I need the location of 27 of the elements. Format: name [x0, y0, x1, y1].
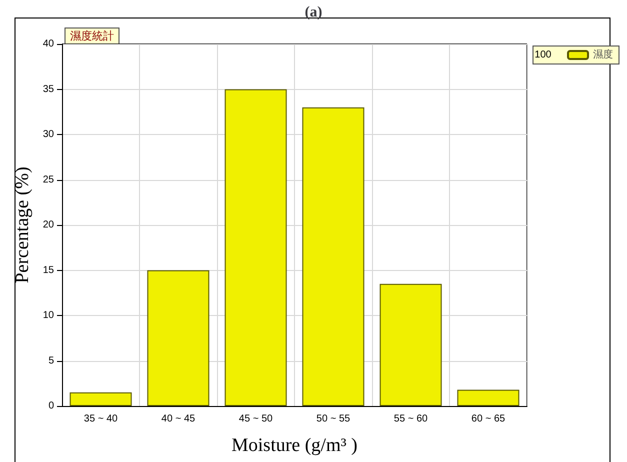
y-tick-label: 40	[42, 38, 54, 50]
y-tick-label: 10	[42, 310, 54, 321]
bar	[457, 390, 520, 406]
bar	[70, 392, 132, 406]
y-tick-label: 15	[42, 264, 54, 276]
x-tick-label: 60 ~ 65	[471, 414, 506, 424]
y-tick-label: 5	[48, 355, 54, 366]
legend-label: 濕度	[593, 48, 613, 60]
x-tick-label: 50 ~ 55	[316, 414, 351, 424]
x-axis-title: Moisture (g/m³ )	[231, 435, 358, 456]
x-tick-label: 40 ~ 45	[161, 414, 196, 424]
bar	[147, 270, 210, 406]
bar	[224, 89, 287, 406]
y-tick-label: 0	[48, 400, 54, 412]
text: 100	[534, 50, 552, 60]
bar	[380, 284, 442, 406]
y-tick-label: 30	[42, 129, 54, 140]
x-tick-label: 45 ~ 50	[238, 414, 274, 424]
y-tick-label: 20	[42, 220, 54, 230]
x-tick-label: 55 ~ 60	[394, 414, 428, 424]
chart-subtitle: 濕度統計	[70, 30, 114, 42]
x-tick-label: 35 ~ 40	[84, 414, 118, 424]
y-axis-title: Percentage (%)	[12, 166, 33, 284]
chart-title: (a)	[304, 4, 322, 20]
bar	[302, 107, 364, 406]
y-tick-label: 25	[42, 174, 54, 186]
y-tick-label: 35	[42, 84, 54, 95]
